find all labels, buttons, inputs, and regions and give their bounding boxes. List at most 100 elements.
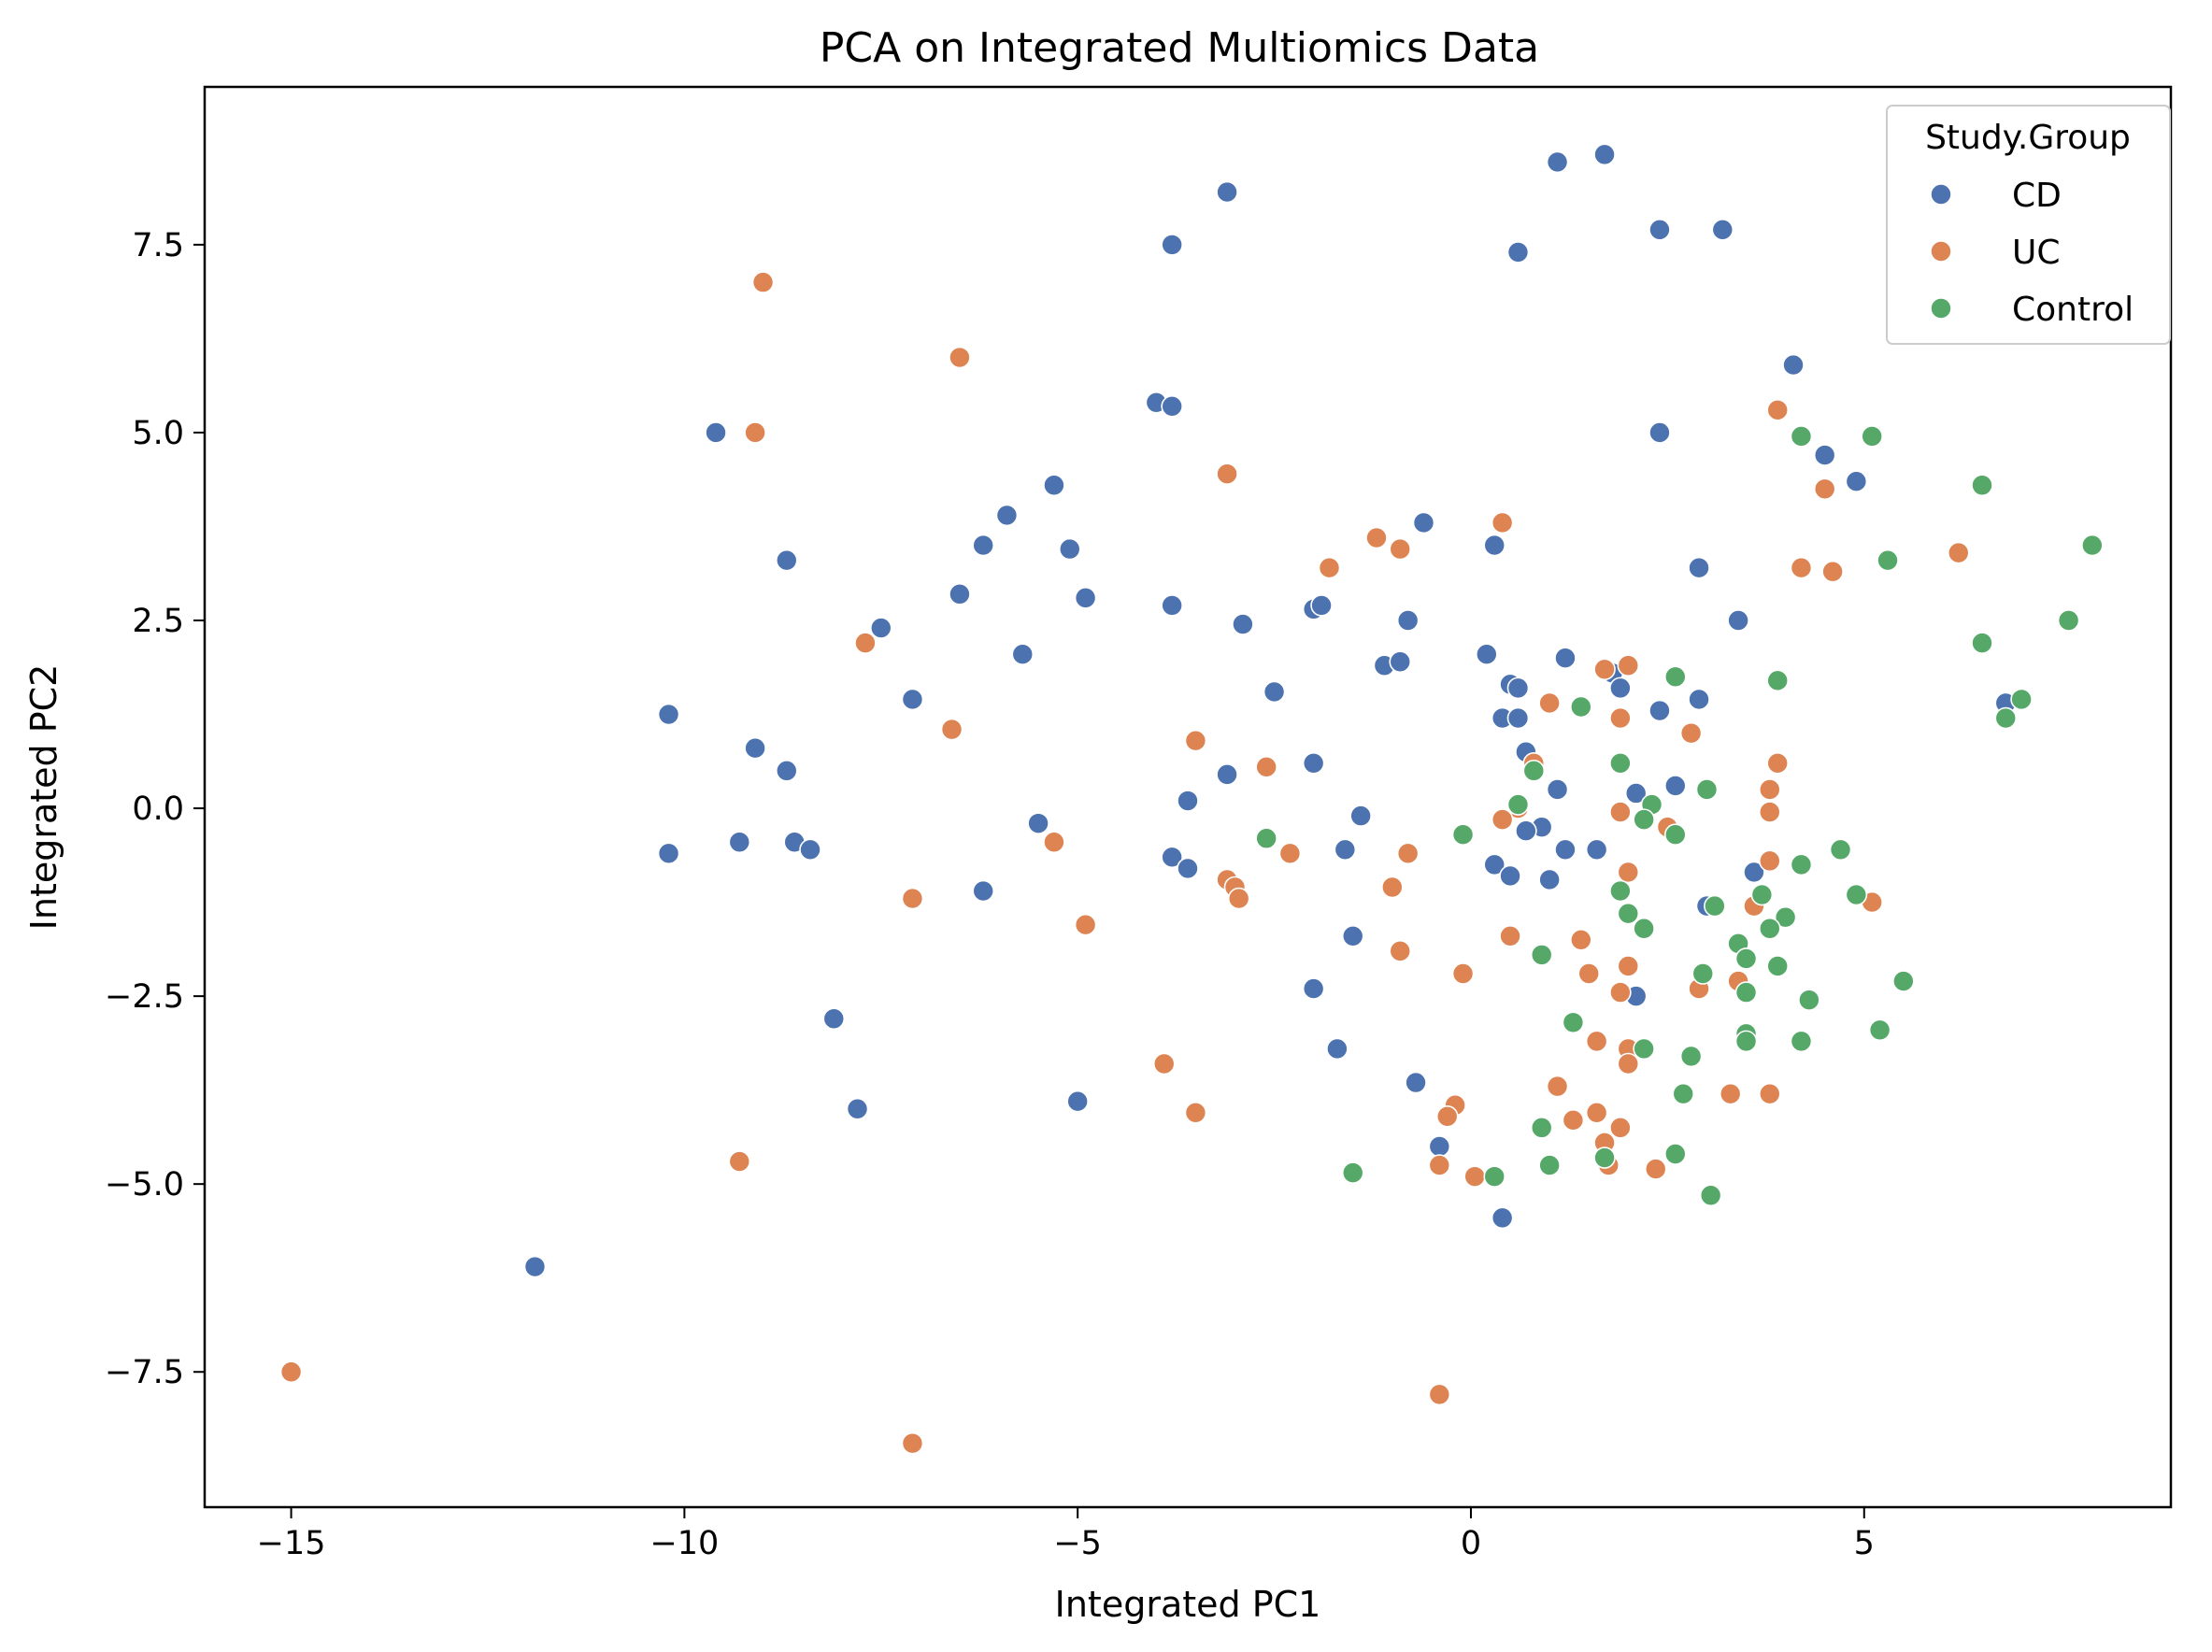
point-uc — [1463, 1165, 1486, 1188]
point-uc — [1365, 526, 1388, 549]
point-cd — [1711, 219, 1734, 241]
point-uc — [854, 632, 877, 654]
legend-label-uc: UC — [2012, 234, 2061, 272]
point-uc — [1451, 962, 1475, 985]
series-control — [1255, 425, 2104, 1207]
point-uc — [1318, 556, 1341, 579]
point-control — [1868, 1018, 1891, 1042]
y-tick-label: −7.5 — [105, 1354, 184, 1391]
point-uc — [1216, 463, 1238, 485]
point-uc — [1435, 1104, 1459, 1128]
point-cd — [1727, 609, 1749, 632]
y-axis: −7.5 −5.0 −2.5 0.0 2.5 5.0 7.5 — [105, 227, 205, 1391]
point-cd — [1302, 752, 1325, 775]
chart-title: PCA on Integrated Multiomics Data — [820, 24, 1539, 72]
x-tick-label: 0 — [1461, 1525, 1481, 1562]
point-cd — [972, 879, 994, 903]
point-control — [1617, 902, 1640, 925]
point-cd — [657, 842, 680, 865]
point-control — [1691, 962, 1715, 985]
point-control — [1663, 665, 1687, 689]
point-uc — [1389, 940, 1412, 962]
point-cd — [1177, 790, 1199, 812]
point-control — [1609, 752, 1632, 775]
point-cd — [1845, 470, 1868, 493]
point-cd — [1232, 613, 1254, 635]
point-uc — [1813, 477, 1836, 501]
point-cd — [1066, 1089, 1089, 1113]
point-cd — [1663, 775, 1687, 797]
point-control — [1633, 1037, 1655, 1061]
point-uc — [1585, 1101, 1608, 1124]
point-cd — [1310, 594, 1333, 617]
point-control — [1892, 970, 1915, 992]
x-tick-label: −15 — [257, 1525, 326, 1562]
point-uc — [1491, 511, 1514, 534]
point-uc — [1644, 1158, 1667, 1180]
point-cd — [1483, 853, 1506, 876]
point-cd — [1515, 819, 1537, 842]
point-uc — [1790, 556, 1813, 579]
point-control — [1570, 695, 1592, 719]
point-uc — [1499, 924, 1521, 947]
y-tick-label: 2.5 — [132, 603, 184, 640]
point-cd — [728, 831, 751, 854]
point-control — [1845, 883, 1868, 906]
point-cd — [1161, 594, 1183, 617]
point-cd — [972, 534, 994, 557]
point-cd — [1476, 643, 1498, 665]
point-cd — [775, 548, 798, 572]
point-uc — [1184, 729, 1207, 752]
point-uc — [1947, 541, 1970, 564]
y-tick-label: −2.5 — [105, 978, 184, 1016]
point-uc — [1043, 831, 1065, 854]
point-uc — [1609, 706, 1632, 730]
point-cd — [1216, 180, 1238, 204]
point-uc — [751, 271, 775, 293]
point-control — [1663, 1143, 1687, 1165]
point-cd — [744, 736, 766, 760]
point-control — [1530, 944, 1553, 966]
point-uc — [1389, 537, 1412, 561]
point-cd — [901, 688, 924, 711]
point-cd — [799, 838, 821, 862]
point-cd — [705, 421, 727, 444]
point-control — [1790, 853, 1813, 876]
point-cd — [1161, 234, 1183, 256]
point-control — [1798, 989, 1820, 1011]
point-cd — [1216, 763, 1238, 786]
point-cd — [1648, 699, 1671, 722]
point-cd — [949, 583, 971, 605]
point-uc — [1152, 1052, 1176, 1075]
point-uc — [1617, 861, 1640, 884]
point-uc — [1546, 1075, 1569, 1098]
point-uc — [1766, 752, 1789, 775]
point-cd — [1648, 219, 1671, 241]
point-control — [1861, 425, 1883, 448]
point-cd — [1585, 838, 1608, 862]
point-control — [1766, 955, 1789, 977]
point-cd — [1349, 805, 1372, 827]
point-control — [1663, 823, 1687, 847]
point-uc — [940, 718, 963, 741]
point-control — [1734, 1030, 1758, 1053]
point-uc — [1227, 887, 1250, 910]
x-tick-label: 5 — [1854, 1525, 1875, 1562]
axes-frame — [203, 85, 2173, 1509]
point-control — [1538, 1154, 1561, 1176]
point-uc — [1758, 1082, 1781, 1105]
point-cd — [1593, 143, 1616, 166]
point-control — [1506, 793, 1530, 816]
point-uc — [1278, 842, 1302, 865]
point-uc — [728, 1150, 751, 1173]
point-control — [1758, 917, 1781, 940]
point-uc — [1766, 399, 1789, 421]
point-control — [1593, 1146, 1616, 1169]
point-control — [1341, 1161, 1364, 1184]
point-uc — [744, 421, 766, 444]
point-control — [1766, 669, 1789, 692]
point-uc — [1562, 1109, 1585, 1132]
point-cd — [1506, 241, 1530, 263]
x-axis: −15 −10 −5 0 5 — [257, 1507, 1875, 1562]
point-uc — [1570, 929, 1592, 951]
